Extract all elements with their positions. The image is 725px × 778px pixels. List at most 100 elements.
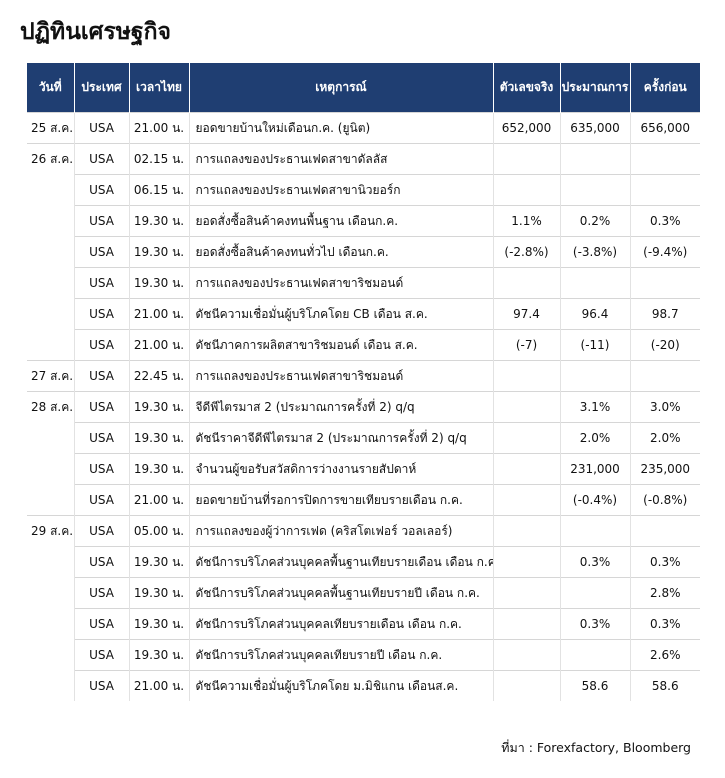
table-cell: 28 ส.ค. (27, 391, 75, 423)
table-row: 27 ส.ค. USA 22.45 น. การแถลงของประธานเฟดสาข… (27, 360, 700, 392)
table-cell: USA (74, 639, 130, 671)
table-cell: 19.30 น. (129, 608, 190, 640)
table-cell: 21.00 น. (129, 484, 190, 516)
table-cell: 96.4 (560, 298, 631, 330)
table-cell: USA (74, 422, 130, 454)
table-cell: 22.45 น. (129, 360, 190, 392)
table-cell: 0.2% (560, 205, 631, 237)
table-header: วันที่ ประเทศ เวลาไทย เหตุการณ์ ตัวเลขจริง ปร… (27, 63, 700, 113)
table-cell: 19.30 น. (129, 236, 190, 268)
table-cell: ดัชนีการบริโภคส่วนบุคคลพื้นฐานเทียบรายเด… (189, 546, 494, 578)
table-row: USA 19.30 น. ยอดสั่งซื้อสินค้าคงทนพื้นฐาน … (27, 205, 700, 237)
table-cell: (-11) (560, 329, 631, 361)
table-row: USA 21.00 น. ดัชนีความเชื่อมั่นผู้บริโภคโด… (27, 670, 700, 701)
header-row: วันที่ ประเทศ เวลาไทย เหตุการณ์ ตัวเลขจริง ปร… (27, 63, 700, 113)
table-cell: 06.15 น. (129, 174, 190, 206)
table-cell: USA (74, 515, 130, 547)
table-row: 29 ส.ค. USA 05.00 น. การแถลงของผู้ว่าการเฟด… (27, 515, 700, 547)
table-cell (27, 453, 75, 485)
table-row: USA 19.30 น. ดัชนีการบริโภคส่วนบุคคลเทียบร… (27, 608, 700, 640)
table-cell (493, 174, 561, 206)
table-cell (27, 546, 75, 578)
table-cell: 1.1% (493, 205, 561, 237)
table-cell: 0.3% (560, 546, 631, 578)
table-cell: USA (74, 453, 130, 485)
table-cell: 29 ส.ค. (27, 515, 75, 547)
column-header: เหตุการณ์ (189, 63, 494, 113)
table-cell: ดัชนีการบริโภคส่วนบุคคลพื้นฐานเทียบรายปี… (189, 577, 494, 609)
table-cell (560, 174, 631, 206)
table-cell: USA (74, 205, 130, 237)
table-cell (27, 670, 75, 701)
table-cell (493, 608, 561, 640)
table-cell (493, 515, 561, 547)
table-row: USA 19.30 น. ดัชนีการบริโภคส่วนบุคคลพื้นฐา… (27, 546, 700, 578)
table-cell: 19.30 น. (129, 453, 190, 485)
table-cell: USA (74, 236, 130, 268)
table-row: USA 21.00 น. ดัชนีความเชื่อมั่นผู้บริโภคโด… (27, 298, 700, 330)
table-cell: การแถลงของประธานเฟดสาขาดัลลัส (189, 143, 494, 175)
table-cell: USA (74, 298, 130, 330)
table-cell (493, 422, 561, 454)
table-cell: 2.0% (630, 422, 700, 454)
table-cell: 652,000 (493, 112, 561, 144)
table-cell (560, 577, 631, 609)
column-header: ประเทศ (74, 63, 130, 113)
table-cell: ดัชนีราคาจีดีพีไตรมาส 2 (ประมาณการครั้งท… (189, 422, 494, 454)
table-cell: USA (74, 577, 130, 609)
table-cell: 58.6 (560, 670, 631, 701)
table-cell: USA (74, 174, 130, 206)
table-row: USA 19.30 น. ดัชนีการบริโภคส่วนบุคคลพื้นฐา… (27, 577, 700, 609)
table-cell: (-7) (493, 329, 561, 361)
table-cell (27, 608, 75, 640)
table-row: USA 19.30 น. ยอดสั่งซื้อสินค้าคงทนทั่วไป เ… (27, 236, 700, 268)
table-cell: USA (74, 608, 130, 640)
table-cell: 02.15 น. (129, 143, 190, 175)
table-cell: (-3.8%) (560, 236, 631, 268)
table-cell (27, 236, 75, 268)
table-cell (630, 143, 700, 175)
column-header: วันที่ (27, 63, 75, 113)
column-header: ครั้งก่อน (630, 63, 700, 113)
table-cell: 19.30 น. (129, 205, 190, 237)
table-cell: (-2.8%) (493, 236, 561, 268)
table-cell (493, 143, 561, 175)
table-cell: ดัชนีความเชื่อมั่นผู้บริโภคโดย ม.มิชิแกน… (189, 670, 494, 701)
table-cell: 231,000 (560, 453, 631, 485)
table-cell: 97.4 (493, 298, 561, 330)
table-cell: 25 ส.ค. (27, 112, 75, 144)
table-cell: 2.8% (630, 577, 700, 609)
table-cell (27, 298, 75, 330)
table-cell (493, 670, 561, 701)
table-cell: จำนวนผู้ขอรับสวัสดิการว่างงานรายสัปดาห์ (189, 453, 494, 485)
table-cell (493, 577, 561, 609)
table-cell (493, 360, 561, 392)
table-cell: การแถลงของประธานเฟดสาขาริชมอนด์ (189, 267, 494, 299)
table-cell (27, 205, 75, 237)
table-cell (27, 267, 75, 299)
table-cell: ยอดสั่งซื้อสินค้าคงทนพื้นฐาน เดือนก.ค. (189, 205, 494, 237)
table-row: USA 19.30 น. ดัชนีราคาจีดีพีไตรมาส 2 (ประม… (27, 422, 700, 454)
table-cell: 19.30 น. (129, 391, 190, 423)
table-cell: การแถลงของประธานเฟดสาขาริชมอนด์ (189, 360, 494, 392)
column-header: ตัวเลขจริง (493, 63, 561, 113)
table-cell: 0.3% (630, 546, 700, 578)
table-cell: USA (74, 670, 130, 701)
table-cell: 98.7 (630, 298, 700, 330)
table-cell: ดัชนีความเชื่อมั่นผู้บริโภคโดย CB เดือน … (189, 298, 494, 330)
table-cell: (-20) (630, 329, 700, 361)
table-cell: USA (74, 360, 130, 392)
table-cell (27, 484, 75, 516)
table-cell (630, 174, 700, 206)
table-row: USA 19.30 น. การแถลงของประธานเฟดสาขาริชมอน… (27, 267, 700, 299)
table-cell: 19.30 น. (129, 639, 190, 671)
table-cell: ดัชนีภาคการผลิตสาขาริชมอนด์ เดือน ส.ค. (189, 329, 494, 361)
table-cell (27, 329, 75, 361)
table-cell: ดัชนีการบริโภคส่วนบุคคลเทียบรายเดือน เดื… (189, 608, 494, 640)
table-row: USA 21.00 น. ยอดขายบ้านที่รอการปิดการขายเท… (27, 484, 700, 516)
column-header: ประมาณการ (560, 63, 631, 113)
table-row: USA 19.30 น. ดัชนีการบริโภคส่วนบุคคลเทียบร… (27, 639, 700, 671)
table-row: USA 21.00 น. ดัชนีภาคการผลิตสาขาริชมอนด์ เ… (27, 329, 700, 361)
table-cell: USA (74, 267, 130, 299)
